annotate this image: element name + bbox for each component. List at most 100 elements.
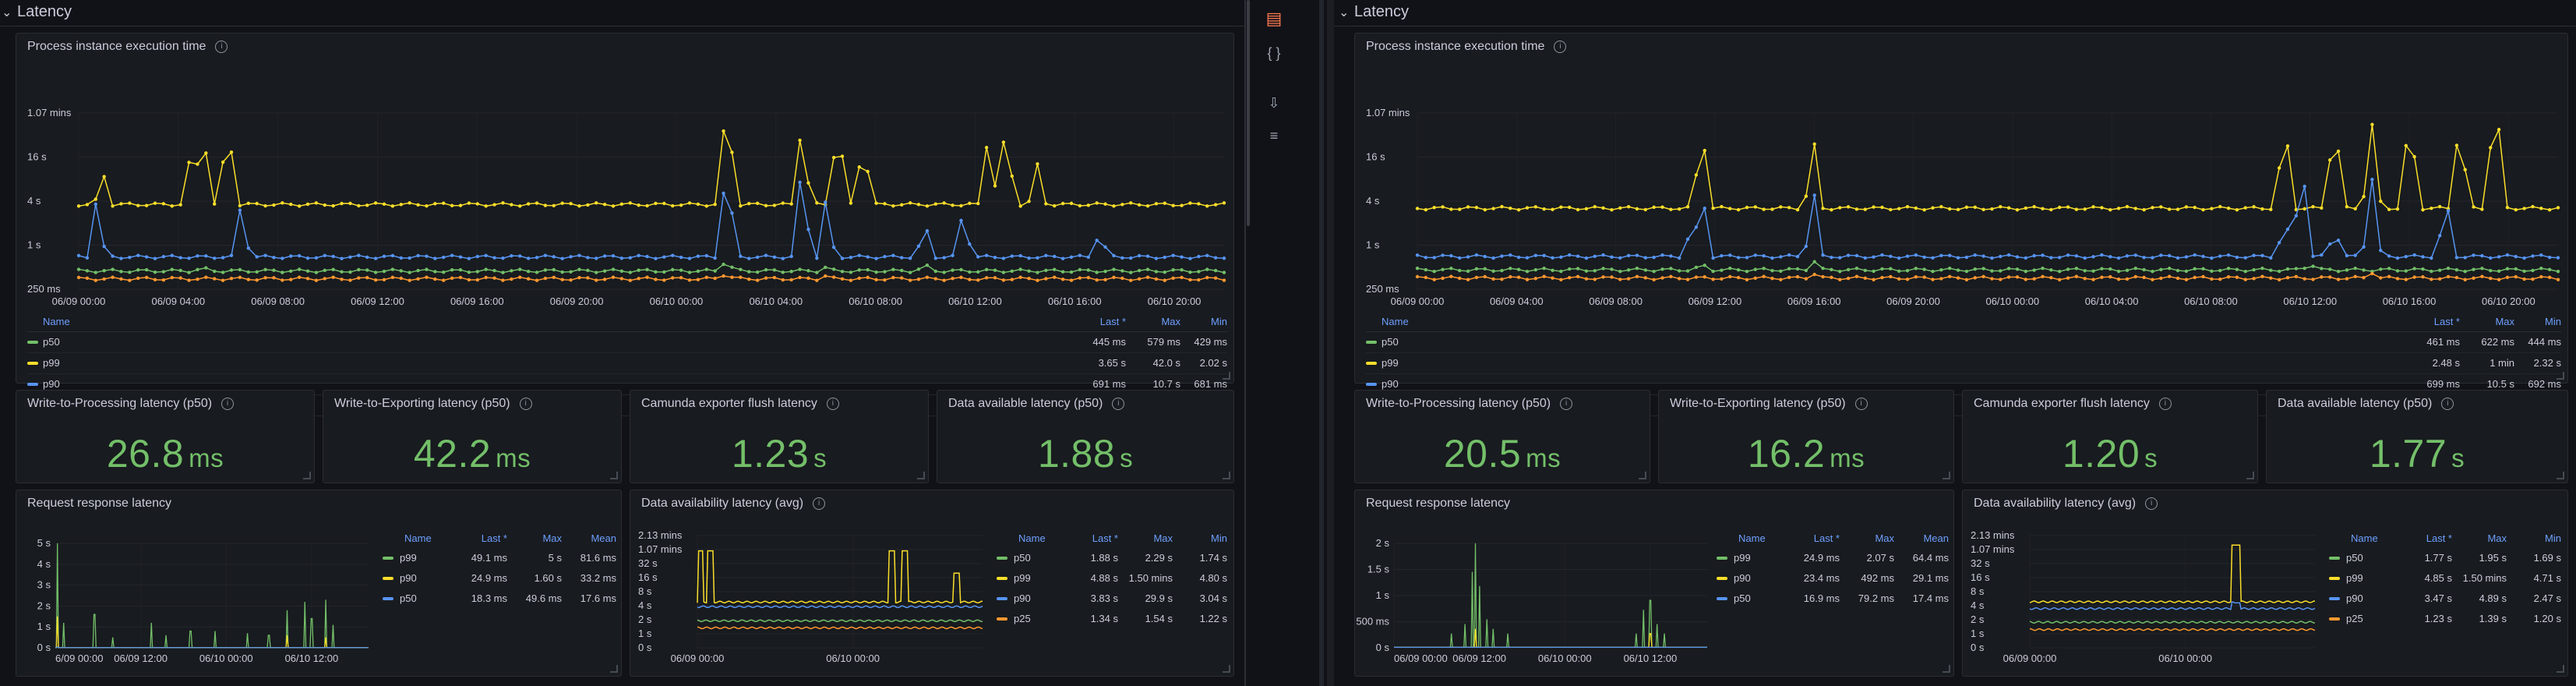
data-availability-panel[interactable]: Data availability latency (avg) i 2.13 mi… (1962, 490, 2568, 677)
data-availability-panel[interactable]: Data availability latency (avg) i 2.13 mi… (630, 490, 1234, 677)
legend-column-header[interactable]: Max (1161, 316, 1180, 327)
resize-handle[interactable] (2246, 472, 2254, 479)
legend-row[interactable]: p50 1.88 s 2.29 s 1.74 s (997, 548, 1227, 568)
resize-handle[interactable] (1223, 665, 1230, 673)
legend-row[interactable]: p50 445 ms 579 ms 429 ms (27, 332, 1227, 353)
availability-chart[interactable]: 2.13 mins 1.07 mins 32 s 16 s 8 s 4 s 2 s 1 s 0 … (630, 518, 989, 674)
scrollbar-track[interactable] (1244, 0, 1246, 686)
resize-handle[interactable] (1639, 472, 1646, 479)
resize-handle[interactable] (1943, 665, 1950, 673)
legend-column-header[interactable]: Name (43, 316, 70, 327)
info-icon[interactable]: i (1854, 398, 1868, 410)
legend-row[interactable]: p50 18.3 ms 49.6 ms 17.6 ms (383, 589, 616, 609)
list-icon[interactable]: ≡ (1269, 128, 1279, 143)
stat-panel-exporter-flush[interactable]: Camunda exporter flush latency i 1.23 s (630, 390, 929, 483)
resize-handle[interactable] (917, 472, 925, 479)
legend-row[interactable]: p50 16.9 ms 79.2 ms 17.4 ms (1717, 589, 1949, 609)
legend-row[interactable]: p90 23.4 ms 492 ms 29.1 ms (1717, 568, 1949, 589)
info-icon[interactable]: i (2158, 398, 2172, 410)
chevron-down-icon[interactable]: ⌄ (2, 6, 12, 19)
legend-column-header[interactable]: Max (542, 532, 562, 544)
info-icon[interactable]: i (1560, 398, 1573, 410)
legend-row[interactable]: p99 4.88 s 1.50 mins 4.80 s (997, 568, 1227, 589)
legend-column-header[interactable]: Last * (2433, 316, 2460, 327)
legend-row[interactable]: p99 4.85 s 1.50 mins 4.71 s (2329, 568, 2561, 589)
resize-handle[interactable] (2557, 665, 2564, 673)
legend-column-header[interactable]: Min (1211, 316, 1227, 327)
legend-column-header[interactable]: Last * (1099, 316, 1126, 327)
legend-column-header[interactable]: Max (1875, 532, 1894, 544)
comment-icon[interactable]: ▤ (1265, 9, 1283, 28)
legend-column-header[interactable]: Last * (2426, 532, 2452, 544)
legend-column-header[interactable]: Mean (591, 532, 616, 544)
legend-row[interactable]: p90 24.9 ms 1.60 s 33.2 ms (383, 568, 616, 589)
stat-panel-data-available[interactable]: Data available latency (p50) i 1.77 s (2266, 390, 2568, 483)
legend-column-header[interactable]: Last * (1813, 532, 1840, 544)
legend-row[interactable]: p99 49.1 ms 5 s 81.6 ms (383, 548, 616, 568)
chevron-down-icon[interactable]: ⌄ (1339, 6, 1350, 19)
legend-row[interactable]: p90 3.47 s 4.89 s 2.47 s (2329, 589, 2561, 609)
process-execution-panel[interactable]: Process instance execution time i 1.07 mi… (16, 33, 1235, 416)
legend-column-header[interactable]: Name (2351, 532, 2378, 544)
info-icon[interactable]: i (2441, 398, 2454, 410)
legend-row[interactable]: p50 1.77 s 1.95 s 1.69 s (2329, 548, 2561, 568)
resize-handle[interactable] (610, 665, 618, 673)
legend-column-header[interactable]: Name (1018, 532, 1046, 544)
info-icon[interactable]: i (519, 398, 532, 410)
stat-panel-write-processing[interactable]: Write-to-Processing latency (p50) i 26.8 m… (16, 390, 315, 483)
info-icon[interactable]: i (813, 497, 826, 510)
legend-row[interactable]: p25 1.23 s 1.39 s 1.20 s (2329, 609, 2561, 629)
resize-handle[interactable] (1943, 472, 1950, 479)
process-execution-panel[interactable]: Process instance execution time i 1.07 mi… (1354, 33, 2569, 416)
info-icon[interactable]: i (1554, 41, 1567, 53)
legend-row[interactable]: p99 3.65 s 42.0 s 2.02 s (27, 353, 1227, 374)
info-icon[interactable]: i (826, 398, 839, 410)
legend-column-header[interactable]: Name (1382, 316, 1409, 327)
stat-panel-write-processing[interactable]: Write-to-Processing latency (p50) i 20.5 m… (1354, 390, 1650, 483)
legend-column-header[interactable]: Max (2495, 316, 2514, 327)
legend-column-header[interactable]: Name (404, 532, 432, 544)
stat-panel-write-exporting[interactable]: Write-to-Exporting latency (p50) i 16.2 ms (1658, 390, 1954, 483)
legend-row[interactable]: p99 2.48 s 1 min 2.32 s (1366, 353, 2561, 374)
stat-panel-exporter-flush[interactable]: Camunda exporter flush latency i 1.20 s (1962, 390, 2258, 483)
legend-column-header[interactable]: Min (2545, 532, 2561, 544)
row-header[interactable]: ⌄ Latency (1334, 0, 2576, 27)
legend-column-header[interactable]: Max (2487, 532, 2507, 544)
legend-column-header[interactable]: Max (1153, 532, 1173, 544)
availability-chart[interactable]: 2.13 mins 1.07 mins 32 s 16 s 8 s 4 s 2 s 1 s 0 … (1963, 518, 2321, 674)
braces-icon[interactable]: { } (1267, 45, 1281, 61)
stat-panel-data-available[interactable]: Data available latency (p50) i 1.88 s (937, 390, 1234, 483)
scrollbar-thumb[interactable] (1247, 0, 1250, 226)
request-chart[interactable]: 2 s 1.5 s 1 s 500 ms 0 s 06/09 00:00 06/09 12:… (1355, 518, 1713, 674)
legend-column-header[interactable]: Name (1738, 532, 1766, 544)
resize-handle[interactable] (2557, 472, 2564, 479)
legend-column-header[interactable]: Last * (1092, 532, 1118, 544)
info-icon[interactable]: i (2145, 497, 2158, 510)
request-chart[interactable]: 5 s 4 s 3 s 2 s 1 s 0 s 6/09 00:00 06/09 12:00 0… (16, 518, 375, 674)
resize-handle[interactable] (303, 472, 311, 479)
pane-splitter[interactable] (1319, 0, 1324, 686)
info-icon[interactable]: i (221, 398, 235, 410)
stat-panel-write-exporting[interactable]: Write-to-Exporting latency (p50) i 42.2 ms (323, 390, 622, 483)
legend-row[interactable]: p50 461 ms 622 ms 444 ms (1366, 332, 2561, 353)
legend-column-header[interactable]: Last * (481, 532, 507, 544)
row-header[interactable]: ⌄ Latency (0, 0, 1244, 27)
resize-handle[interactable] (2557, 372, 2564, 380)
legend-column-header[interactable]: Min (1211, 532, 1227, 544)
request-latency-panel[interactable]: Request response latency 2 s 1.5 s 1 s 500 … (1354, 490, 1954, 677)
info-icon[interactable]: i (215, 41, 228, 53)
info-icon[interactable]: i (1112, 398, 1125, 410)
legend-row[interactable]: p90 691 ms 10.7 s 681 ms (27, 374, 1227, 395)
resize-handle[interactable] (610, 472, 618, 479)
legend-row[interactable]: p99 24.9 ms 2.07 s 64.4 ms (1717, 548, 1949, 568)
request-latency-panel[interactable]: Request response latency 5 s 4 s 3 s 2 s 1 s… (16, 490, 622, 677)
legend-column-header[interactable]: Mean (1923, 532, 1949, 544)
legend-column-header[interactable]: Min (2545, 316, 2561, 327)
download-icon[interactable]: ⇩ (1268, 95, 1280, 111)
resize-handle[interactable] (1223, 372, 1230, 380)
legend-row[interactable]: p25 1.34 s 1.54 s 1.22 s (997, 609, 1227, 629)
legend-row[interactable]: p90 3.83 s 29.9 s 3.04 s (997, 589, 1227, 609)
resize-handle[interactable] (1223, 472, 1230, 479)
